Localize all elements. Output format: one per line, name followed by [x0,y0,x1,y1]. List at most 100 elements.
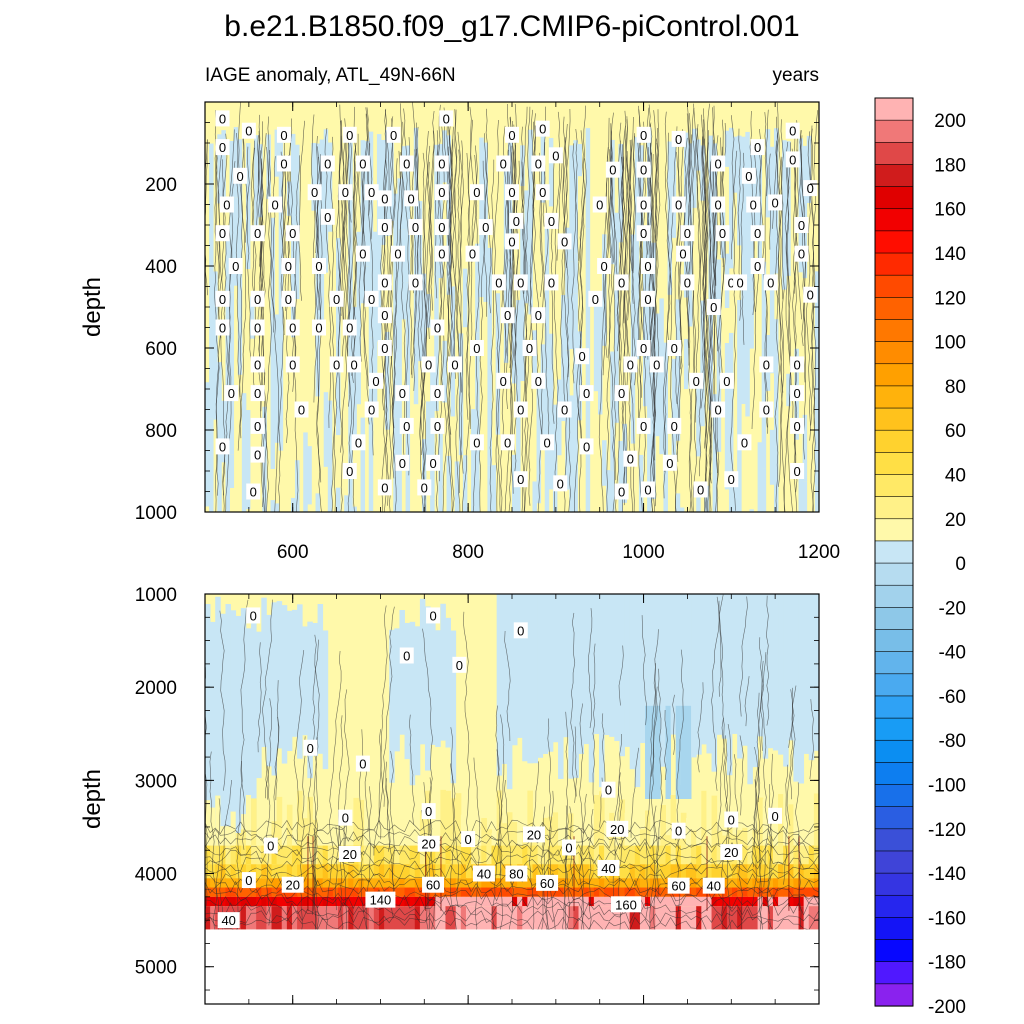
contour-label: 0 [342,463,357,479]
svg-text:0: 0 [513,214,520,229]
svg-text:0: 0 [434,386,441,401]
y-tick-label: 5000 [135,958,177,979]
contour-label: 0 [307,184,322,201]
svg-text:0: 0 [671,419,678,434]
contour-label: 0 [579,385,594,402]
colorbar-swatch [874,164,914,188]
contour-label: 0 [557,233,572,250]
contour-label: 0 [513,401,528,418]
svg-text:0: 0 [342,811,349,826]
colorbar-swatch [874,186,914,210]
svg-text:0: 0 [640,419,647,434]
svg-text:0: 0 [675,198,682,213]
contour-label: 0 [329,290,344,307]
svg-text:0: 0 [719,226,726,241]
svg-text:0: 0 [539,122,546,137]
colorbar-label: 160 [934,200,966,221]
contour-label: 0 [741,167,756,184]
svg-text:0: 0 [807,288,814,303]
x-tick-label: 600 [277,542,309,563]
svg-text:0: 0 [745,169,752,184]
contour-label: 0 [553,475,568,492]
contour-label: 0 [399,647,414,664]
contour-label: 0 [640,481,655,498]
svg-text:0: 0 [254,321,261,336]
svg-text:0: 0 [535,374,542,389]
colorbar-swatch [874,341,914,365]
svg-text:0: 0 [346,321,353,336]
contour-label: 0 [395,454,410,471]
svg-text:0: 0 [228,386,235,401]
y-tick-label: 1000 [135,503,177,524]
contour-label: 0 [434,245,449,262]
colorbar-swatch [874,518,914,542]
contour-label: 0 [268,196,283,213]
colorbar-swatch [874,629,914,653]
svg-text:0: 0 [438,157,445,172]
contour-label: 0 [329,356,344,373]
contour-label: 0 [276,155,291,172]
contour-label: 0 [399,155,414,172]
svg-text:0: 0 [741,435,748,450]
svg-text:0: 0 [504,435,511,450]
lower-contour-field [205,594,819,1004]
colorbar-swatch [874,97,914,121]
svg-text:0: 0 [675,824,682,839]
svg-text:40: 40 [221,913,235,928]
colorbar-swatch [874,828,914,852]
svg-text:0: 0 [425,357,432,372]
contour-label: 60 [422,876,445,893]
colorbar-label: 0 [955,554,966,575]
svg-text:0: 0 [412,220,419,235]
svg-text:0: 0 [368,403,375,418]
contour-label: 0 [505,126,519,143]
contour-label: 0 [320,155,335,172]
colorbar-label: -40 [939,643,966,664]
contour-label: 40 [217,912,240,929]
svg-text:0: 0 [289,321,296,336]
contour-label: 0 [614,483,629,500]
contour-label: 0 [531,155,546,172]
contour-label: 0 [246,483,261,500]
svg-text:0: 0 [254,448,261,463]
contour-label: 0 [513,274,528,291]
contour-label: 0 [746,196,761,213]
colorbar-swatch [874,363,914,387]
svg-text:0: 0 [443,111,450,126]
contour-label: 0 [544,274,559,291]
contour-label: 20 [281,876,304,893]
colorbar-label: 180 [934,155,966,176]
contour-label: 0 [676,245,691,262]
svg-text:0: 0 [250,485,257,500]
contour-label: 0 [790,463,805,479]
svg-text:0: 0 [517,472,524,487]
contour-label: 0 [605,161,620,178]
svg-text:0: 0 [429,608,436,623]
svg-text:0: 0 [728,472,735,487]
svg-text:0: 0 [223,198,230,213]
svg-text:0: 0 [508,234,515,249]
svg-text:0: 0 [715,157,722,172]
svg-text:0: 0 [640,128,647,143]
svg-text:0: 0 [798,218,805,233]
colorbar-swatch [874,319,914,343]
contour-label: 0 [548,147,563,164]
svg-text:0: 0 [245,873,252,888]
colorbar-swatch [874,540,914,564]
contour-label: 0 [706,299,721,315]
contour-label: 0 [636,225,651,242]
svg-text:20: 20 [421,837,435,852]
svg-text:0: 0 [280,157,287,172]
svg-text:0: 0 [684,226,691,241]
contour-label: 0 [263,837,278,854]
contour-label: 80 [505,865,528,882]
svg-text:0: 0 [285,259,292,274]
contour-label: 0 [246,607,261,624]
contour-label: 0 [250,417,265,434]
svg-text:0: 0 [754,226,761,241]
contour-label: 0 [303,739,318,756]
svg-text:0: 0 [381,275,388,290]
colorbar-swatch [874,762,914,786]
svg-text:0: 0 [399,456,406,471]
svg-text:0: 0 [789,152,796,167]
